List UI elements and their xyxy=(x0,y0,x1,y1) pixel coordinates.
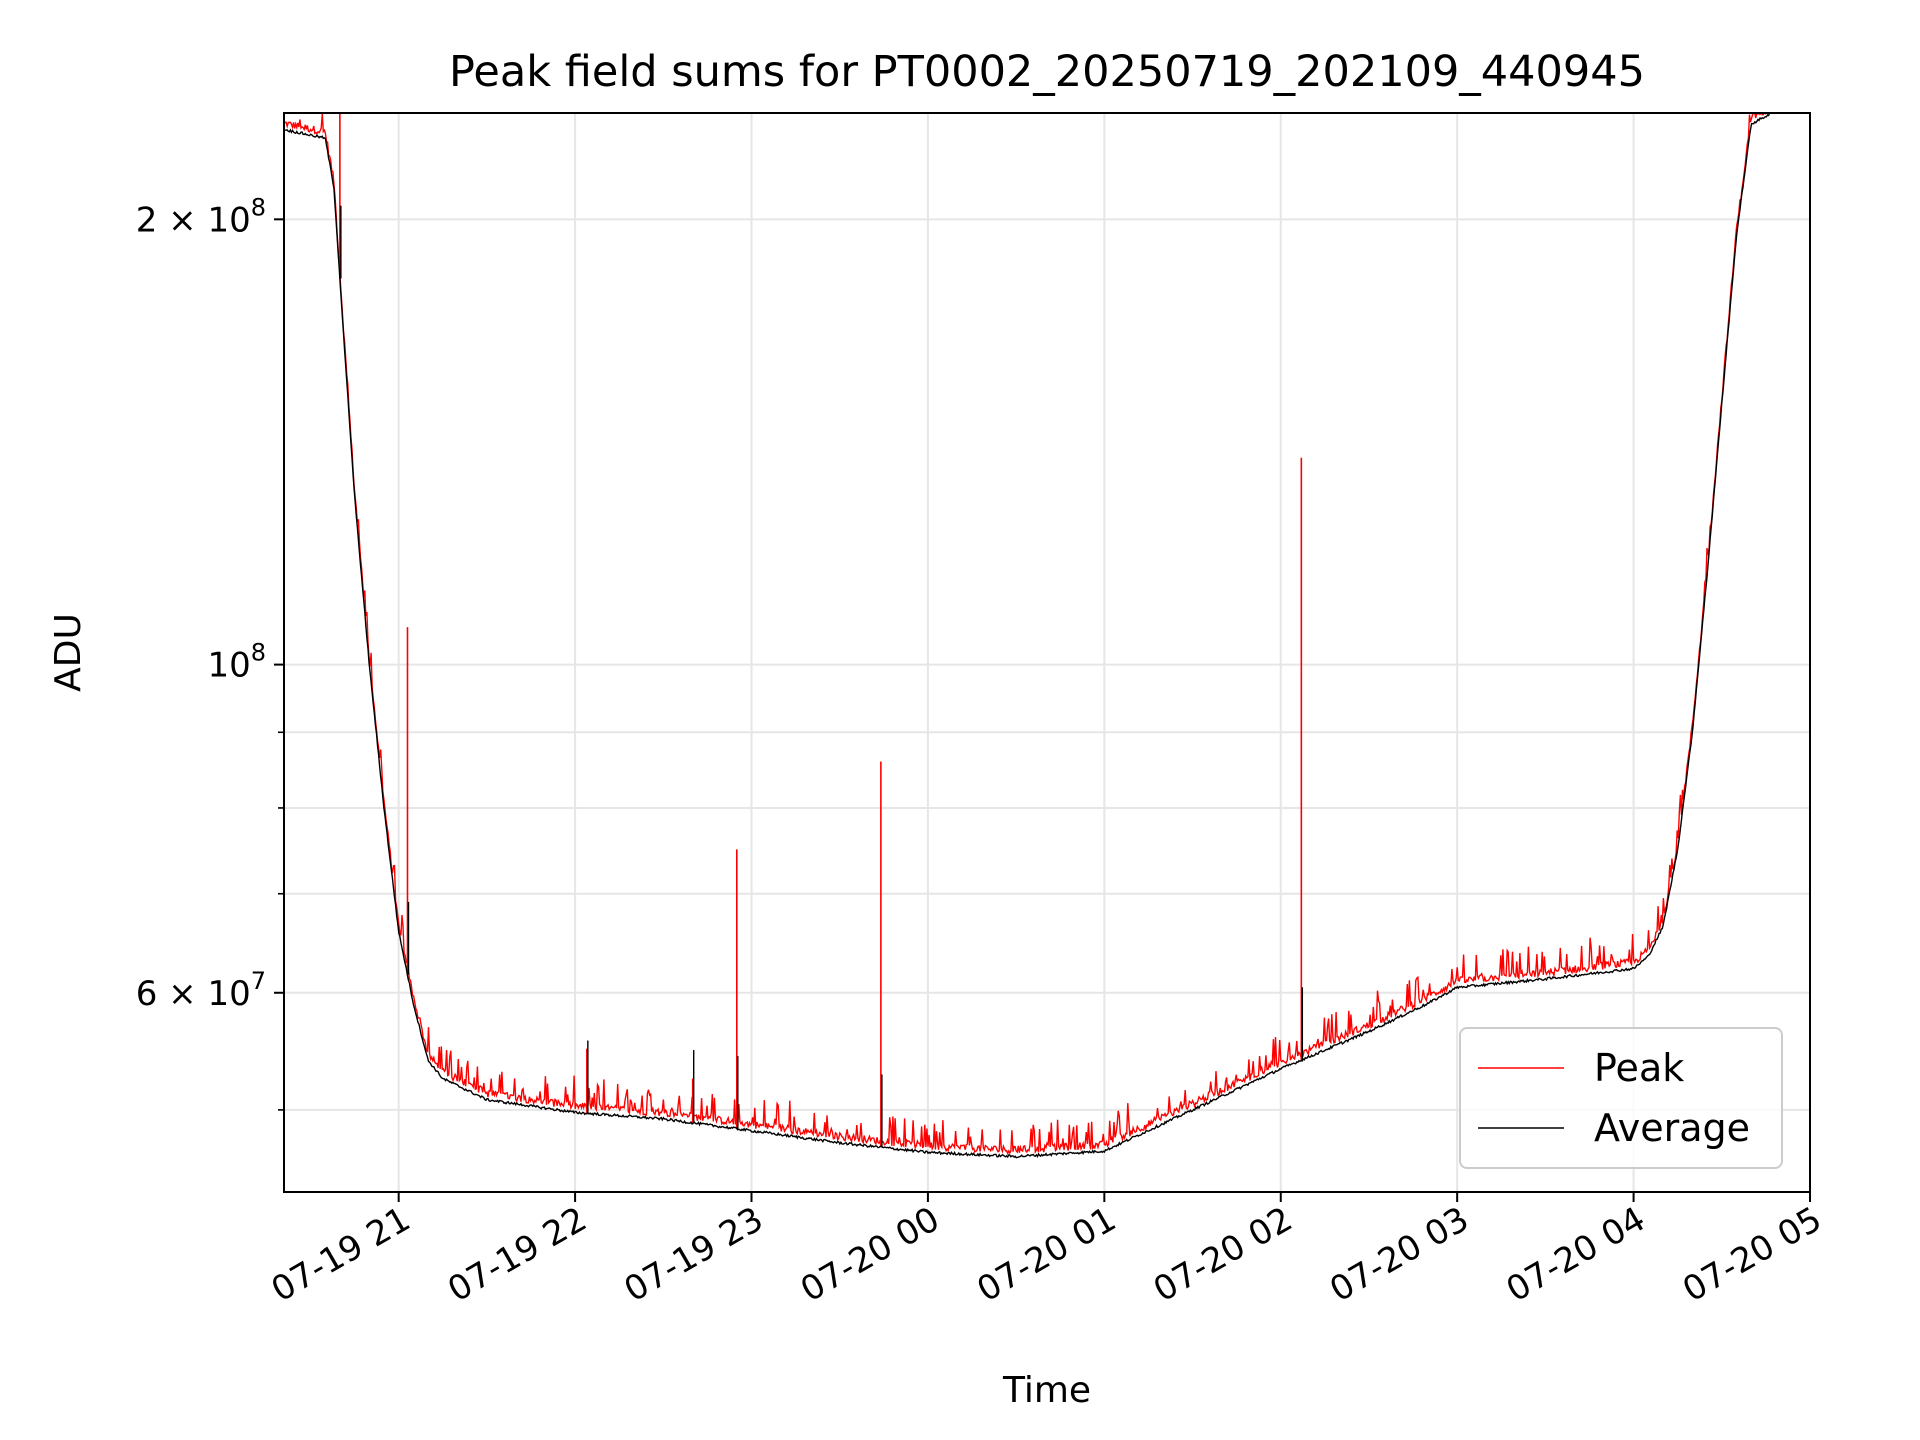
y-tick-label: 2 × 108 xyxy=(136,193,266,240)
average-line xyxy=(284,113,1772,1159)
legend-average-label: Average xyxy=(1594,1106,1750,1150)
legend-peak-label: Peak xyxy=(1594,1046,1684,1090)
y-axis: 2 × 108 108 6 × 107 xyxy=(136,193,284,1111)
average-series xyxy=(284,113,1772,1159)
peak-series xyxy=(284,113,1768,1156)
legend: Peak Average xyxy=(1459,1027,1783,1169)
chart-title: Peak field sums for PT0002_20250719_2021… xyxy=(449,47,1645,97)
x-axis-label: Time xyxy=(1002,1370,1091,1411)
plot-area xyxy=(284,113,1772,1159)
y-tick-label: 6 × 107 xyxy=(136,967,266,1014)
y-tick-label: 108 xyxy=(207,639,266,686)
peak-line xyxy=(284,113,1768,1156)
legend-box xyxy=(1459,1027,1783,1169)
y-axis-label: ADU xyxy=(48,613,89,692)
axes-frame xyxy=(283,112,1811,1193)
